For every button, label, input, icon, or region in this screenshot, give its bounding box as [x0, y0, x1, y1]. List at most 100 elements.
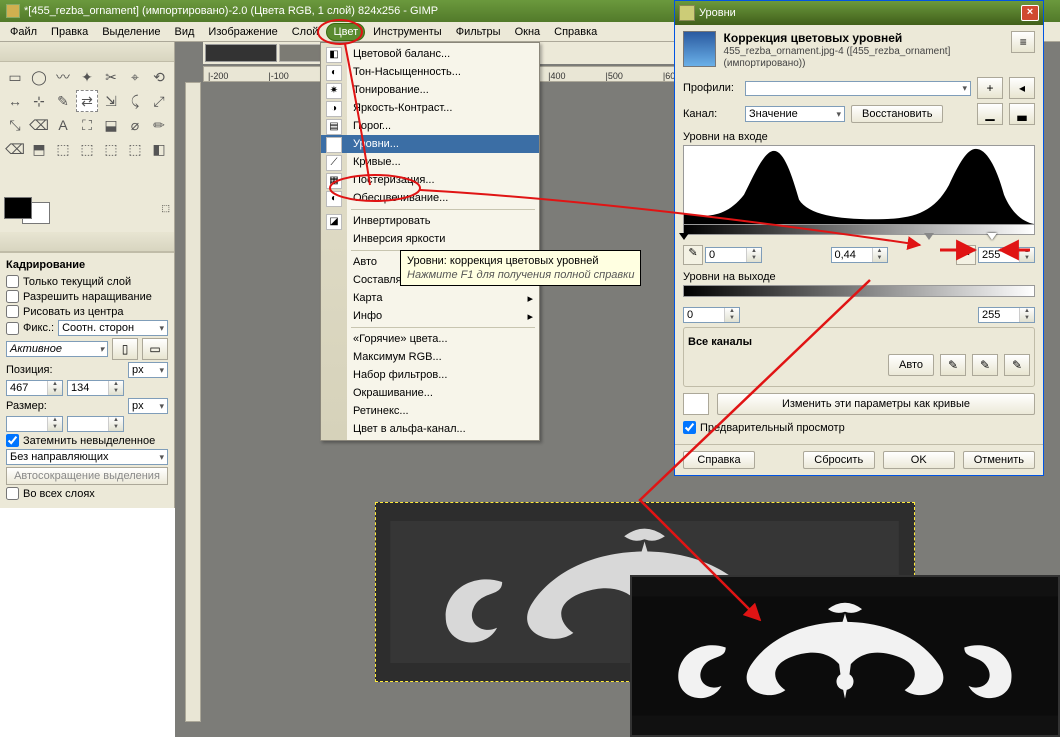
- output-high-field[interactable]: ▲▼: [978, 307, 1035, 323]
- menu-item[interactable]: Карта: [321, 289, 539, 307]
- tool-icon[interactable]: ⇲: [100, 90, 122, 112]
- image-tab[interactable]: [205, 44, 277, 62]
- menu-item[interactable]: Тонирование...✷: [321, 81, 539, 99]
- portrait-icon[interactable]: ▯: [112, 338, 138, 360]
- menu-выделение[interactable]: Выделение: [96, 24, 166, 40]
- swatch-reset-icon[interactable]: ⬚: [161, 203, 170, 214]
- input-gradient[interactable]: [683, 225, 1035, 235]
- preset-menu-icon[interactable]: ◂: [1009, 77, 1035, 99]
- menu-item[interactable]: Постеризация...▦: [321, 171, 539, 189]
- pick-black-all-icon[interactable]: ✎: [940, 354, 966, 376]
- tool-icon[interactable]: ⌫: [4, 138, 26, 160]
- input-low-field[interactable]: ▲▼: [705, 247, 762, 263]
- fixed-mode-dropdown[interactable]: Соотн. сторон: [58, 320, 168, 336]
- cancel-button[interactable]: Отменить: [963, 451, 1035, 469]
- menu-item[interactable]: Ретинекс...: [321, 402, 539, 420]
- landscape-icon[interactable]: ▭: [142, 338, 168, 360]
- presets-dropdown[interactable]: [745, 81, 971, 96]
- tool-icon[interactable]: ⇄: [76, 90, 98, 112]
- slider-gamma[interactable]: [924, 233, 934, 245]
- output-low-field[interactable]: ▲▼: [683, 307, 740, 323]
- size-w-field[interactable]: ▲▼: [6, 416, 63, 432]
- menu-файл[interactable]: Файл: [4, 24, 43, 40]
- tool-icon[interactable]: ◧: [148, 138, 170, 160]
- tool-icon[interactable]: ⬚: [52, 138, 74, 160]
- tool-icon[interactable]: ⬚: [100, 138, 122, 160]
- menu-item[interactable]: Инфо: [321, 307, 539, 325]
- options-handle[interactable]: [0, 232, 174, 252]
- tool-icon[interactable]: ⬚: [76, 138, 98, 160]
- pos-y-field[interactable]: ▲▼: [67, 380, 124, 396]
- opt-all-layers[interactable]: [6, 487, 19, 500]
- menu-item[interactable]: Инверсия яркости: [321, 230, 539, 248]
- menu-item[interactable]: Цвет в альфа-канал...: [321, 420, 539, 438]
- tool-icon[interactable]: [52, 162, 74, 184]
- tool-icon[interactable]: A: [52, 114, 74, 136]
- pick-gray-all-icon[interactable]: ✎: [972, 354, 998, 376]
- tool-icon[interactable]: ⊹: [28, 90, 50, 112]
- histogram-log-icon[interactable]: ▃: [1009, 103, 1035, 125]
- menu-item[interactable]: Цветовой баланс...◧: [321, 45, 539, 63]
- menu-item[interactable]: Обесцвечивание...◐: [321, 189, 539, 207]
- opt-fixed[interactable]: [6, 322, 19, 335]
- tool-icon[interactable]: ✦: [76, 66, 98, 88]
- tool-icon[interactable]: ⛶: [76, 114, 98, 136]
- tool-icon[interactable]: [28, 162, 50, 184]
- color-swatches[interactable]: ⬚: [0, 188, 174, 228]
- ok-button[interactable]: OK: [883, 451, 955, 469]
- opt-from-center[interactable]: [6, 305, 19, 318]
- tool-icon[interactable]: ↔: [4, 90, 26, 112]
- tool-icon[interactable]: ✎: [52, 90, 74, 112]
- tool-icon[interactable]: ⌫: [28, 114, 50, 136]
- menu-инструменты[interactable]: Инструменты: [367, 24, 448, 40]
- pos-unit-dropdown[interactable]: px: [128, 362, 168, 378]
- tool-icon[interactable]: [100, 162, 122, 184]
- pos-x-field[interactable]: ▲▼: [6, 380, 63, 396]
- histogram-linear-icon[interactable]: ▁: [977, 103, 1003, 125]
- tool-icon[interactable]: ⤡: [4, 114, 26, 136]
- fg-color[interactable]: [4, 197, 32, 219]
- tool-icon[interactable]: ◯: [28, 66, 50, 88]
- menu-item[interactable]: Кривые...⟋: [321, 153, 539, 171]
- tool-icon[interactable]: ✏: [148, 114, 170, 136]
- tool-icon[interactable]: 〰: [52, 66, 74, 88]
- tool-icon[interactable]: ✂: [100, 66, 122, 88]
- output-gradient[interactable]: [683, 285, 1035, 297]
- tool-icon[interactable]: [148, 162, 170, 184]
- tool-icon[interactable]: ⌖: [124, 66, 146, 88]
- tool-icon[interactable]: ⬓: [100, 114, 122, 136]
- opt-darken[interactable]: [6, 434, 19, 447]
- menu-изображение[interactable]: Изображение: [202, 24, 283, 40]
- preset-add-icon[interactable]: +: [977, 77, 1003, 99]
- auto-button[interactable]: Авто: [888, 354, 934, 376]
- opt-allow-grow[interactable]: [6, 290, 19, 303]
- edit-as-curves-button[interactable]: Изменить эти параметры как кривые: [717, 393, 1035, 415]
- close-icon[interactable]: ×: [1021, 5, 1039, 21]
- menu-цвет[interactable]: Цвет: [326, 23, 365, 41]
- menu-item[interactable]: Окрашивание...: [321, 384, 539, 402]
- channel-dropdown[interactable]: Значение: [745, 106, 845, 122]
- preview-checkbox[interactable]: [683, 421, 696, 434]
- size-h-field[interactable]: ▲▼: [67, 416, 124, 432]
- pick-white-icon[interactable]: ✎: [956, 245, 976, 265]
- aspect-field[interactable]: Активное: [6, 341, 108, 357]
- reset-button[interactable]: Сбросить: [803, 451, 875, 469]
- tool-icon[interactable]: ⤢: [148, 90, 170, 112]
- menu-окна[interactable]: Окна: [509, 24, 547, 40]
- help-button[interactable]: Справка: [683, 451, 755, 469]
- menu-item[interactable]: Уровни...▤: [321, 135, 539, 153]
- tool-icon[interactable]: ⟲: [148, 66, 170, 88]
- tool-icon[interactable]: [4, 162, 26, 184]
- input-gamma-field[interactable]: ▲▼: [831, 247, 888, 263]
- tool-icon[interactable]: ▭: [4, 66, 26, 88]
- tool-icon[interactable]: [124, 162, 146, 184]
- menu-вид[interactable]: Вид: [169, 24, 201, 40]
- opt-current-layer[interactable]: [6, 275, 19, 288]
- slider-black[interactable]: [679, 233, 689, 245]
- tool-icon[interactable]: ⬒: [28, 138, 50, 160]
- menu-фильтры[interactable]: Фильтры: [450, 24, 507, 40]
- input-high-field[interactable]: ▲▼: [978, 247, 1035, 263]
- tool-icon[interactable]: [76, 162, 98, 184]
- tool-icon[interactable]: ⤹: [124, 90, 146, 112]
- tool-icon[interactable]: ⬚: [124, 138, 146, 160]
